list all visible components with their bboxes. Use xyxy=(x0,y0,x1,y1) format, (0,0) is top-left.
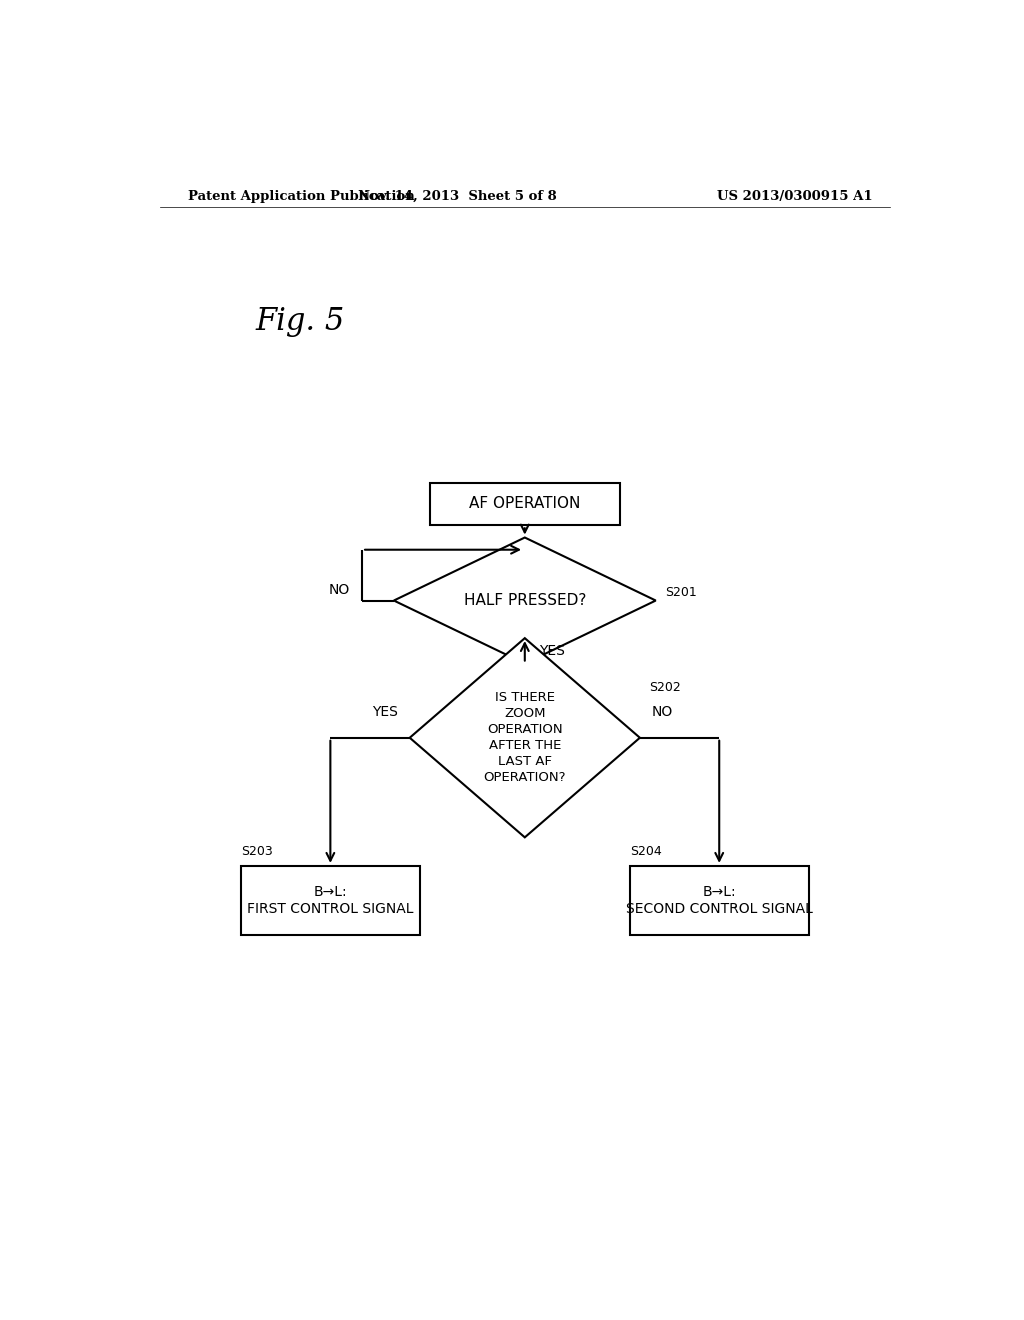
Polygon shape xyxy=(394,537,655,664)
Text: US 2013/0300915 A1: US 2013/0300915 A1 xyxy=(717,190,872,202)
Text: NO: NO xyxy=(652,705,673,719)
Text: B→L:
SECOND CONTROL SIGNAL: B→L: SECOND CONTROL SIGNAL xyxy=(626,884,813,916)
FancyBboxPatch shape xyxy=(630,866,809,935)
Text: NO: NO xyxy=(329,583,350,598)
Text: S201: S201 xyxy=(666,586,697,599)
Polygon shape xyxy=(410,638,640,837)
Text: B→L:
FIRST CONTROL SIGNAL: B→L: FIRST CONTROL SIGNAL xyxy=(247,884,414,916)
Text: Patent Application Publication: Patent Application Publication xyxy=(187,190,415,202)
Text: YES: YES xyxy=(539,644,565,657)
FancyBboxPatch shape xyxy=(241,866,420,935)
FancyBboxPatch shape xyxy=(430,483,620,525)
Text: S202: S202 xyxy=(649,681,681,694)
Text: Fig. 5: Fig. 5 xyxy=(255,305,344,337)
Text: HALF PRESSED?: HALF PRESSED? xyxy=(464,593,586,609)
Text: AF OPERATION: AF OPERATION xyxy=(469,496,581,511)
Text: S204: S204 xyxy=(630,845,662,858)
Text: IS THERE
ZOOM
OPERATION
AFTER THE
LAST AF
OPERATION?: IS THERE ZOOM OPERATION AFTER THE LAST A… xyxy=(483,692,566,784)
Text: S203: S203 xyxy=(241,845,272,858)
Text: YES: YES xyxy=(372,705,397,719)
Text: Nov. 14, 2013  Sheet 5 of 8: Nov. 14, 2013 Sheet 5 of 8 xyxy=(358,190,557,202)
